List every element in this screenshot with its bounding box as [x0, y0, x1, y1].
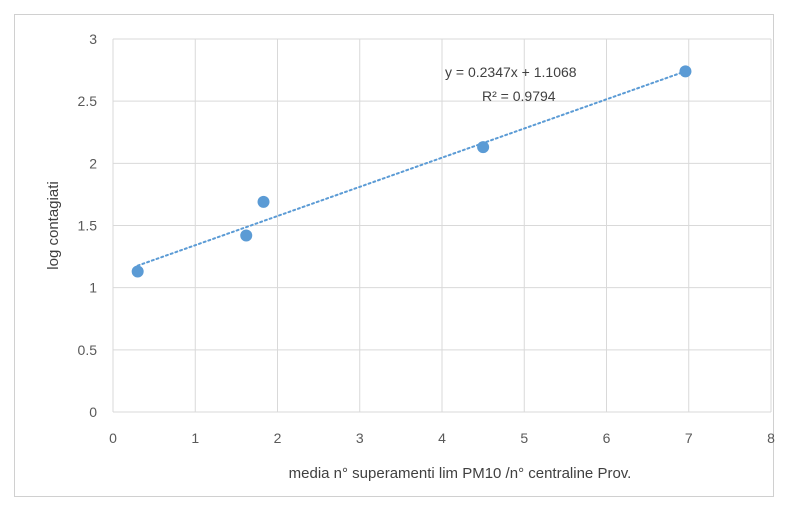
data-point	[257, 195, 270, 208]
data-points	[131, 65, 692, 278]
x-axis-tick-labels: 0 1 2 3 4 5 6 7 8	[109, 430, 775, 446]
x-tick-label: 8	[767, 430, 775, 446]
x-tick-label: 6	[603, 430, 611, 446]
x-tick-label: 3	[356, 430, 364, 446]
trendline-r-squared: R² = 0.9794	[482, 88, 556, 104]
trendline	[136, 70, 687, 267]
y-axis-tick-labels: 0 0.5 1 1.5 2 2.5 3	[78, 31, 98, 420]
x-tick-label: 1	[191, 430, 199, 446]
x-tick-label: 7	[685, 430, 693, 446]
x-tick-label: 2	[274, 430, 282, 446]
y-axis-title: log contagiati	[45, 181, 62, 269]
y-tick-label: 2	[89, 155, 97, 171]
data-point	[477, 141, 490, 154]
x-axis-title: media n° superamenti lim PM10 /n° centra…	[289, 465, 632, 482]
x-tick-label: 5	[520, 430, 528, 446]
trendline-equation: y = 0.2347x + 1.1068	[445, 64, 577, 80]
data-point	[240, 229, 253, 242]
chart-frame	[14, 14, 774, 497]
y-tick-label: 2.5	[78, 93, 98, 109]
y-tick-label: 3	[89, 31, 97, 47]
x-tick-label: 0	[109, 430, 117, 446]
y-tick-label: 1	[89, 280, 97, 296]
x-tick-label: 4	[438, 430, 446, 446]
y-tick-label: 1.5	[78, 218, 98, 234]
y-tick-label: 0	[89, 404, 97, 420]
data-point	[131, 265, 144, 278]
horizontal-gridlines	[113, 38, 771, 413]
y-tick-label: 0.5	[78, 342, 98, 358]
data-point	[679, 65, 692, 78]
